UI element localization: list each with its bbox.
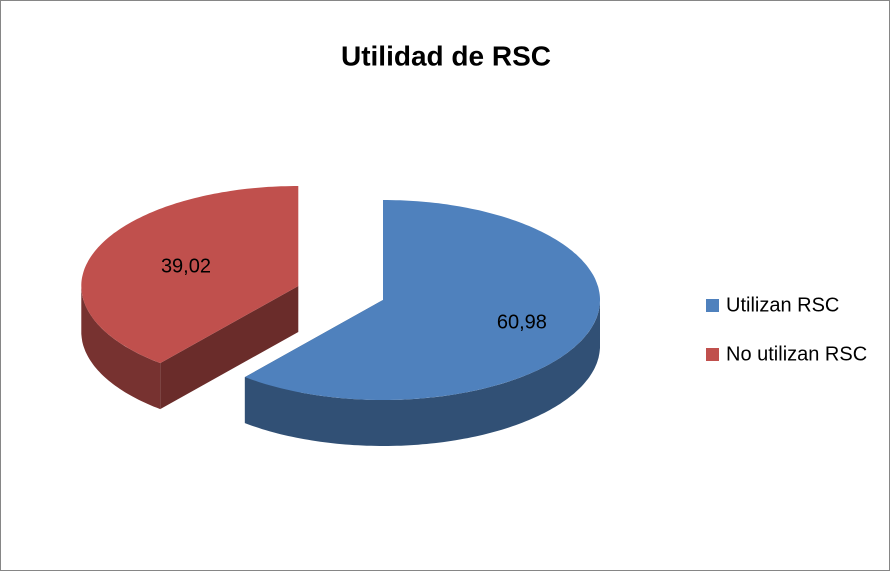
slice [244,200,600,400]
legend-swatch [706,299,719,312]
legend-label: No utilizan RSC [726,343,867,365]
data-label: 60,98 [497,311,547,333]
legend-label: Utilizan RSC [726,294,839,316]
slice [81,186,299,364]
slice-wall [244,300,600,446]
data-label: 39,02 [161,256,211,278]
slice-side [160,286,299,410]
chart-title: Utilidad de RSC [341,40,551,71]
slice-wall [81,286,161,410]
legend-swatch [706,348,719,361]
